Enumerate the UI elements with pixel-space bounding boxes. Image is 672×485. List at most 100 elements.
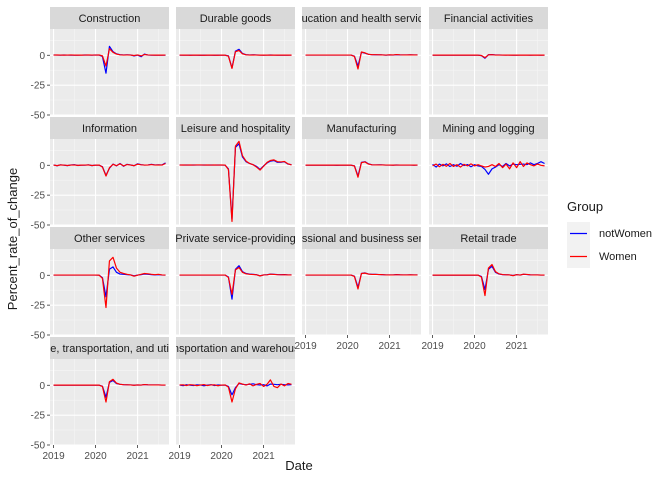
y-tick-label: -25: [31, 191, 46, 202]
y-tick-label: -50: [31, 221, 46, 232]
legend: Group notWomen Women: [567, 199, 652, 268]
x-tick-label: 2019: [421, 341, 444, 352]
facet-strip: [429, 227, 548, 249]
x-tick-label: 2020: [84, 451, 107, 462]
facet-strip: [302, 117, 421, 139]
facet-title: Trade, transportation, and utilities: [28, 343, 191, 355]
facet-title: Private service-providing: [175, 233, 295, 245]
facet-strip: [176, 117, 295, 139]
series-line-Women: [179, 49, 292, 70]
x-tick-label: 2021: [378, 341, 401, 352]
x-axis-title: Date: [285, 458, 312, 473]
panel-background: [429, 249, 548, 335]
x-tick-label: 2021: [252, 451, 275, 462]
panel-background: [176, 359, 295, 445]
panel-background: [176, 249, 295, 335]
facet-strip: [429, 7, 548, 29]
panel-background: [302, 139, 421, 225]
panel-background: [176, 29, 295, 115]
series-line-Women: [53, 256, 166, 309]
x-tick-label: 2021: [505, 341, 528, 352]
facet-title: Financial activities: [444, 13, 534, 25]
facet-panel: Other services 0 -25 -50: [31, 227, 169, 342]
x-tick-label: 2019: [42, 451, 65, 462]
series-line-Women: [305, 272, 418, 290]
facet-strip: [50, 117, 169, 139]
series-line-Women: [179, 266, 292, 295]
facet-panel: Trade, transportation, and utilities 0 -25…: [28, 337, 191, 462]
facet-panel: Construction 0 -25 -50: [31, 7, 169, 122]
facet-title: Education and health services: [288, 13, 435, 25]
facet-title: Retail trade: [460, 233, 516, 245]
panel-background: [302, 249, 421, 335]
x-tick-label: 2019: [168, 451, 191, 462]
y-tick-label: -50: [31, 111, 46, 122]
panel-background: [50, 359, 169, 445]
facet-title: Construction: [79, 13, 141, 25]
y-tick-label: -50: [31, 441, 46, 452]
facet-title: Information: [82, 123, 137, 135]
facet-strip: [302, 7, 421, 29]
y-tick-label: -25: [31, 301, 46, 312]
legend-title: Group: [567, 199, 603, 214]
y-tick-label: 0: [39, 51, 45, 62]
y-axis-title: Percent_rate_of_change: [5, 168, 20, 310]
panel-background: [50, 139, 169, 225]
facet-title: Manufacturing: [327, 123, 397, 135]
series-line-Women: [305, 161, 418, 178]
series-line-Women: [53, 48, 166, 67]
facet-strip: [302, 227, 421, 249]
facet-strip: [429, 117, 548, 139]
facet-title: Leisure and hospitality: [181, 123, 291, 135]
facet-strip: [50, 7, 169, 29]
facet-strip: [176, 337, 295, 359]
facet-strip: [176, 7, 295, 29]
x-tick-label: 2021: [126, 451, 149, 462]
series-line-Women: [432, 161, 545, 170]
series-line-Women: [53, 162, 166, 177]
y-tick-label: -50: [31, 331, 46, 342]
y-tick-label: 0: [39, 381, 45, 392]
facet-panel: Manufacturing: [302, 117, 421, 226]
facet-panel: Professional and business services 2019 20…: [276, 227, 448, 352]
y-tick-label: 0: [39, 161, 45, 172]
facet-panel: Leisure and hospitality: [176, 117, 295, 226]
facet-panel: Private service-providing: [175, 227, 295, 336]
x-tick-label: 2020: [336, 341, 359, 352]
x-tick-label: 2019: [294, 341, 317, 352]
facet-panel: Durable goods: [176, 7, 295, 116]
panel-background: [429, 29, 548, 115]
x-tick-label: 2020: [210, 451, 233, 462]
facet-title: Transportation and warehousing: [157, 343, 314, 355]
y-tick-label: -25: [31, 81, 46, 92]
facet-strip: [50, 337, 169, 359]
series-line-Women: [179, 379, 292, 403]
facet-title: Mining and logging: [442, 123, 534, 135]
series-line-Women: [305, 51, 418, 70]
panel-background: [302, 29, 421, 115]
facet-title: Other services: [74, 233, 145, 245]
facet-panel: Mining and logging: [429, 117, 548, 226]
facet-title: Durable goods: [200, 13, 272, 25]
series-line-Women: [179, 140, 292, 223]
facet-panel: Retail trade 2019 2020 2021: [421, 227, 548, 352]
y-tick-label: 0: [39, 271, 45, 282]
legend-label: notWomen: [599, 228, 652, 240]
facet-title: Professional and business services: [276, 233, 448, 245]
facet-strip: [50, 227, 169, 249]
panel-background: [429, 139, 548, 225]
y-tick-label: -25: [31, 411, 46, 422]
panel-background: [50, 29, 169, 115]
facet-panel: Financial activities: [429, 7, 548, 116]
series-line-Women: [432, 54, 545, 59]
series-line-Women: [432, 263, 545, 297]
series-line-Women: [53, 378, 166, 403]
legend-label: Women: [599, 251, 637, 263]
facet-panel: Education and health services: [288, 7, 435, 116]
x-tick-label: 2020: [463, 341, 486, 352]
facet-panel: Information 0 -25 -50: [31, 117, 169, 232]
facet-strip: [176, 227, 295, 249]
